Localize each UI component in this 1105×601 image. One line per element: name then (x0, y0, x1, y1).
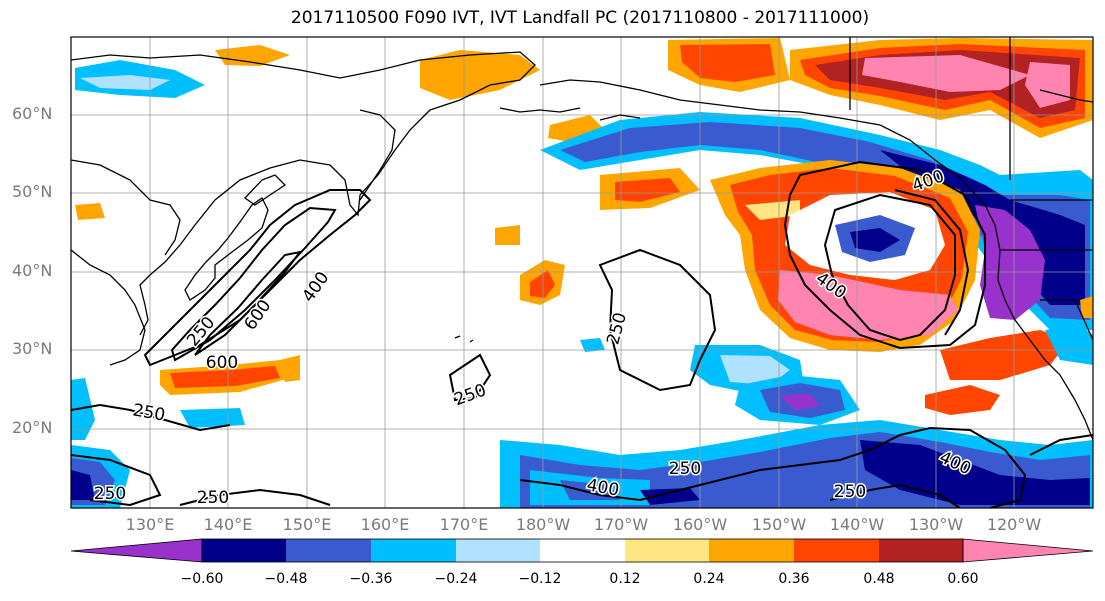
colorbar-min-extend (70, 538, 203, 563)
longitude-label: 170°E (439, 515, 489, 534)
latitude-label: 20°N (12, 418, 53, 437)
contour-label: 600 (206, 353, 238, 373)
longitude-label: 140°E (203, 515, 253, 534)
map-frame (70, 36, 1094, 509)
colorbar-tick-label: −0.60 (180, 571, 224, 587)
colorbar-tick-label: −0.24 (434, 571, 478, 587)
colorbar-tick-label: −0.36 (349, 571, 393, 587)
colorbar-tick-label: 0.36 (778, 571, 810, 587)
contour-label: 250 (197, 488, 229, 508)
colorbar-bin (879, 539, 963, 562)
longitude-label: 120°W (986, 515, 1042, 534)
longitude-label: 160°E (360, 515, 410, 534)
longitude-label: 170°W (593, 515, 649, 534)
ivt-contours (71, 160, 1093, 508)
contour-label: 250 (834, 482, 866, 502)
colorbar-tick-label: 0.60 (947, 571, 979, 587)
latitude-label: 40°N (12, 261, 53, 280)
colorbar-max-extend (962, 538, 1094, 563)
longitude-label: 150°W (751, 515, 807, 534)
longitude-label: 140°W (829, 515, 885, 534)
colorbar-bin (286, 539, 371, 562)
coastlines (71, 37, 1093, 441)
map-plot-area (71, 37, 1093, 508)
colorbar-bin (371, 539, 456, 562)
colorbar-bin (202, 539, 286, 562)
colorbar-tick-label: −0.48 (264, 571, 308, 587)
longitude-label: 160°W (672, 515, 728, 534)
latitude-label: 30°N (12, 339, 53, 358)
longitude-label: 130°E (125, 515, 175, 534)
contour-label: 250 (94, 484, 126, 504)
colorbar-bin (794, 539, 879, 562)
colorbar-bin (625, 539, 709, 562)
ivt-shading (71, 38, 1093, 508)
colorbar-bin (540, 539, 625, 562)
colorbar-tick-label: −0.12 (518, 571, 562, 587)
latitude-label: 60°N (12, 104, 53, 123)
colorbar-tick-label: 0.12 (609, 571, 641, 587)
colorbar-bin (709, 539, 794, 562)
colorbar-tick-label: 0.48 (863, 571, 895, 587)
colorbar-bin (456, 539, 540, 562)
contour-label: 250 (669, 459, 701, 479)
colorbar-tick-label: 0.24 (693, 571, 725, 587)
longitude-label: 180°W (515, 515, 571, 534)
longitude-label: 150°E (282, 515, 332, 534)
longitude-label: 130°W (908, 515, 964, 534)
latitude-label: 50°N (12, 182, 53, 201)
colorbar (70, 538, 1094, 563)
map-title: 2017110500 F090 IVT, IVT Landfall PC (20… (290, 8, 870, 28)
